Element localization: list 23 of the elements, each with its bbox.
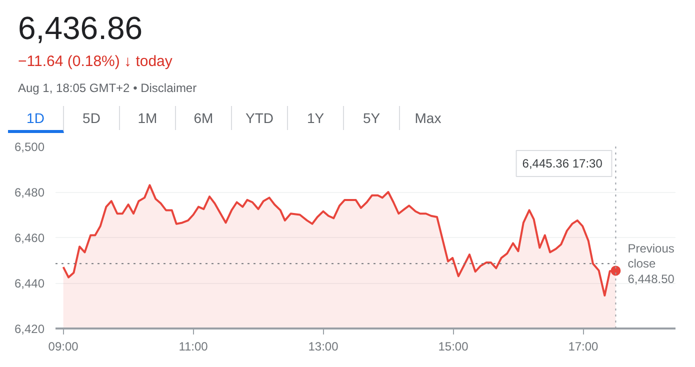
- x-tick-label: 13:00: [308, 340, 339, 354]
- x-tick-label: 17:00: [568, 340, 599, 354]
- text: 5Y: [344, 106, 400, 130]
- y-tick-label: 6,500: [14, 140, 45, 154]
- y-tick-label: 6,420: [14, 322, 45, 336]
- x-tick-label: 11:00: [178, 340, 208, 354]
- chart-title: 6,436.86: [18, 9, 143, 48]
- text: 1D: [8, 106, 64, 133]
- x-tick-label: 09:00: [48, 340, 79, 354]
- text: 5D: [64, 106, 120, 130]
- x-tick-label: 15:00: [438, 340, 469, 354]
- text: 1Y: [288, 106, 344, 130]
- text: Aug 1, 18:05 GMT+2 • Disclaimer: [18, 80, 197, 96]
- text: 1M: [120, 106, 176, 130]
- chart-subtitle: −11.64 (0.18%) ↓ today: [18, 52, 172, 72]
- y-tick-label: 6,460: [14, 231, 45, 245]
- ref-line-label: Previous close 6,448.50: [628, 241, 675, 286]
- text: 6M: [176, 106, 232, 130]
- text: YTD: [232, 106, 288, 130]
- y-tick-label: 6,480: [14, 186, 45, 200]
- annotation: 6,445.36 17:30: [522, 156, 603, 170]
- text: Max: [414, 109, 442, 128]
- y-tick-label: 6,440: [14, 276, 45, 290]
